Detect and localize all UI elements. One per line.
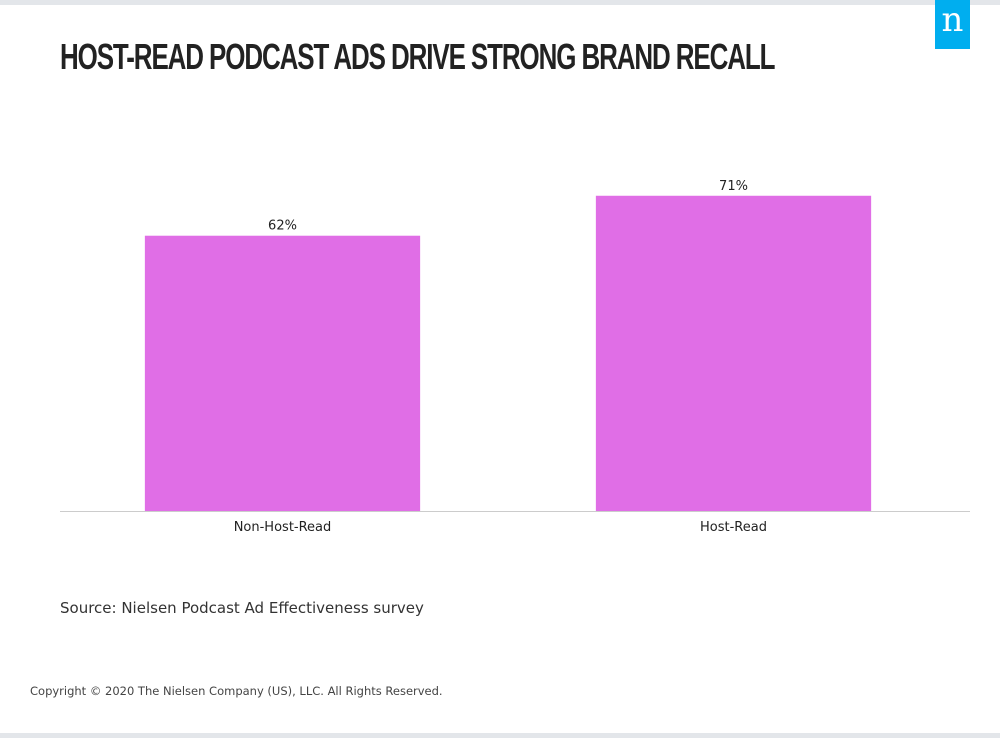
top-border <box>0 0 1000 5</box>
source-note: Source: Nielsen Podcast Ad Effectiveness… <box>60 599 424 617</box>
data-label: 71% <box>719 179 748 194</box>
x-tick-label: Host-Read <box>700 520 767 535</box>
copyright-note: Copyright © 2020 The Nielsen Company (US… <box>30 684 443 698</box>
bar-host-read <box>595 195 872 511</box>
chart-title: HOST-READ PODCAST ADS DRIVE STRONG BRAND… <box>60 36 775 77</box>
nielsen-logo: n <box>935 0 970 49</box>
logo-letter: n <box>941 0 964 40</box>
x-tick-label: Non-Host-Read <box>234 520 332 535</box>
bottom-border <box>0 733 1000 738</box>
bar-non-host-read <box>144 235 421 511</box>
data-label: 62% <box>268 219 297 234</box>
